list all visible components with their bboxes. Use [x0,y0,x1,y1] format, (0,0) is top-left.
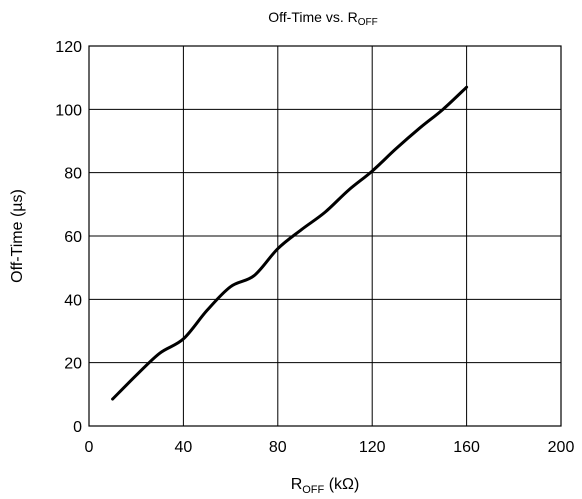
x-axis-title-subscript: OFF [302,484,324,496]
x-tick-label: 40 [175,439,193,456]
y-axis-title: Off-Time (µs) [9,189,26,283]
x-tick-label: 80 [269,439,287,456]
x-axis-title: ROFF (kΩ) [291,476,360,496]
y-tick-label: 40 [64,292,82,309]
gridlines [89,46,561,426]
x-axis-title-main: R [291,476,303,493]
y-tick-label: 60 [64,229,82,246]
y-axis-tick-labels: 0 20 40 60 80 100 120 [55,39,82,436]
x-axis-title-unit: (kΩ) [324,476,359,493]
y-tick-label: 100 [55,102,82,119]
x-tick-label: 0 [85,439,94,456]
chart-title: Off-Time vs. ROFF [268,9,377,28]
x-tick-label: 120 [359,439,386,456]
chart-title-main: Off-Time vs. R [268,9,357,25]
y-tick-label: 80 [64,166,82,183]
x-tick-label: 160 [453,439,480,456]
x-axis-tick-labels: 0 40 80 120 160 200 [85,439,575,456]
chart-title-subscript: OFF [358,17,378,28]
series-line-off-time [111,85,469,401]
x-tick-label: 200 [548,439,575,456]
y-tick-label: 20 [64,356,82,373]
y-tick-label: 120 [55,39,82,56]
y-tick-label: 0 [73,419,82,436]
plot-frame [88,45,562,427]
